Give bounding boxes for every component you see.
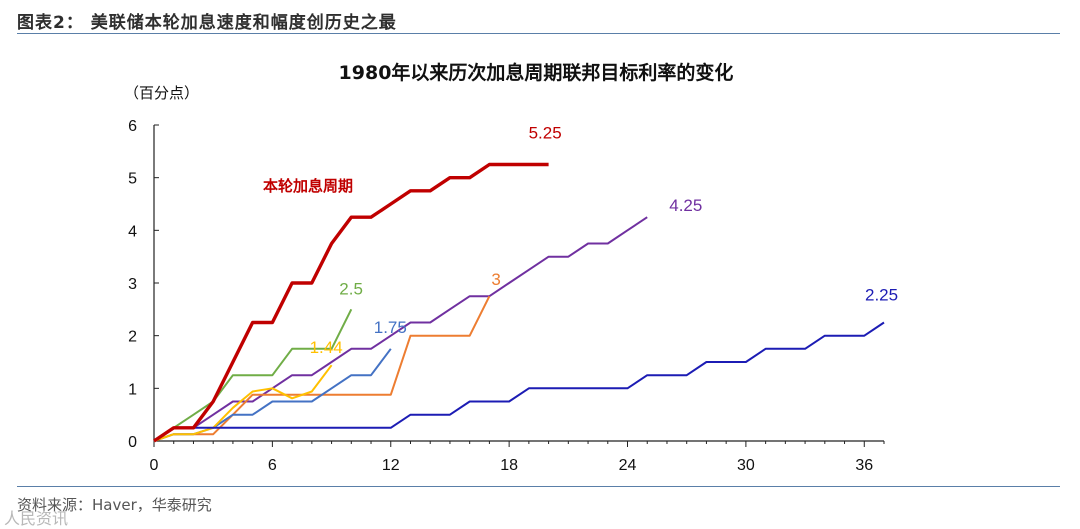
chart-title: 1980年以来历次加息周期联邦目标利率的变化	[339, 61, 734, 84]
series-end-label: 1.75	[374, 318, 407, 337]
y-tick-label: 1	[128, 381, 137, 398]
series-end-label: 2.5	[339, 279, 363, 298]
y-tick-label: 2	[128, 329, 137, 346]
x-tick-label: 0	[150, 457, 159, 474]
y-tick-label: 6	[128, 118, 137, 135]
y-unit-label: （百分点）	[124, 84, 199, 102]
x-tick-label: 12	[382, 457, 400, 474]
y-tick-label: 5	[128, 171, 137, 188]
header-rule	[17, 33, 1060, 34]
y-tick-label: 4	[128, 223, 137, 240]
current-cycle-annotation: 本轮加息周期	[263, 177, 353, 195]
series-end-label: 2.25	[865, 286, 898, 305]
series-end-label: 3	[491, 270, 500, 289]
x-tick-label: 24	[619, 457, 637, 474]
footer-rule	[17, 486, 1060, 487]
series-end-label: 5.25	[529, 124, 562, 143]
watermark: 人民资讯	[4, 509, 69, 528]
source-note: 资料来源：Haver，华泰研究	[17, 496, 212, 514]
x-tick-label: 30	[737, 457, 755, 474]
series-end-label: 4.25	[669, 196, 702, 215]
y-tick-label: 0	[128, 434, 137, 451]
series-line-1.44	[153, 364, 333, 442]
x-tick-label: 6	[268, 457, 277, 474]
series-line-2.25	[153, 321, 885, 442]
x-tick-label: 18	[500, 457, 518, 474]
series-end-label: 1.44	[310, 338, 343, 357]
y-tick-label: 3	[128, 276, 137, 293]
series-line-4.25	[153, 216, 648, 442]
figure-header: 图表2： 美联储本轮加息速度和幅度创历史之最	[17, 13, 397, 33]
series-line-2.5	[153, 308, 353, 442]
x-tick-label: 36	[855, 457, 873, 474]
series-line-5.25	[153, 162, 549, 443]
